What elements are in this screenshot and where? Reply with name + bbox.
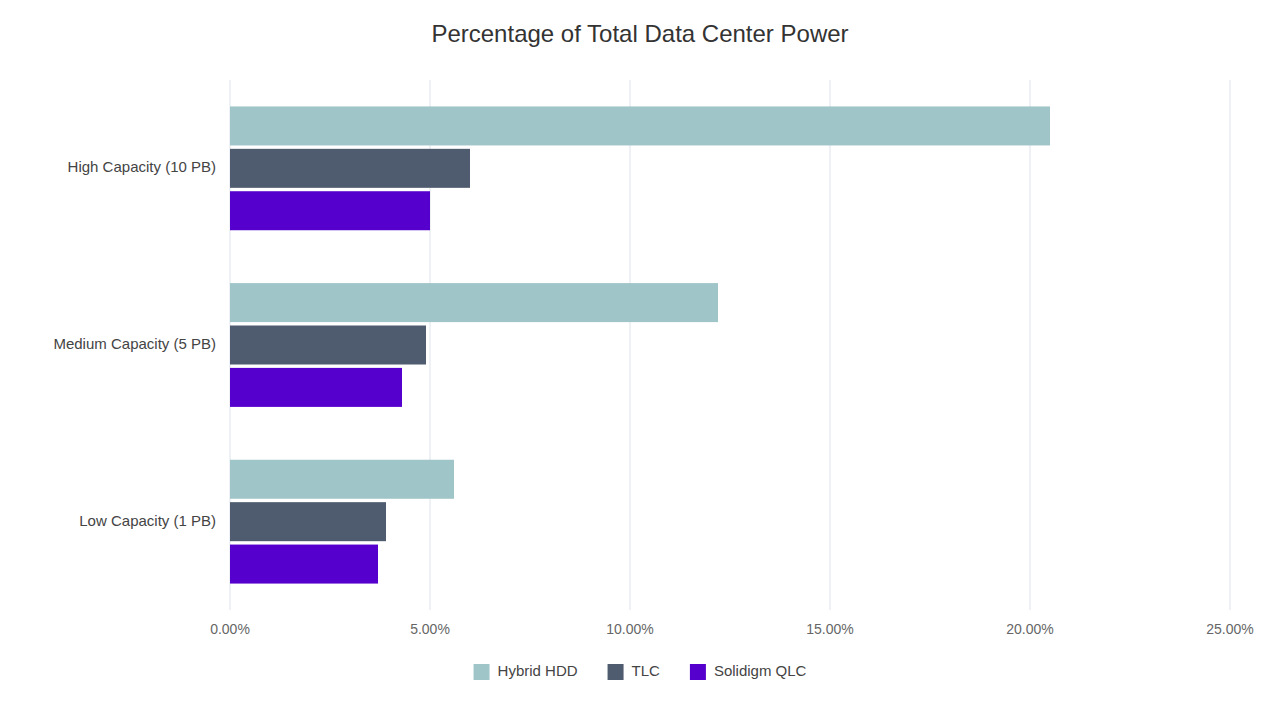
x-tick-label: 10.00% xyxy=(606,621,653,637)
x-tick-label: 25.00% xyxy=(1206,621,1253,637)
x-tick-label: 5.00% xyxy=(410,621,450,637)
chart-title: Percentage of Total Data Center Power xyxy=(431,20,848,47)
bar xyxy=(230,283,718,322)
chart-svg: Percentage of Total Data Center Power 0.0… xyxy=(0,0,1280,720)
bar xyxy=(230,149,470,188)
legend-swatch xyxy=(690,664,706,680)
legend-item: Solidigm QLC xyxy=(690,662,807,680)
bar xyxy=(230,545,378,584)
legend-label: Solidigm QLC xyxy=(714,662,807,679)
grid-line xyxy=(1230,80,1231,610)
bar xyxy=(230,460,454,499)
legend-swatch xyxy=(608,664,624,680)
category-label: Low Capacity (1 PB) xyxy=(79,512,216,529)
category-label: High Capacity (10 PB) xyxy=(68,158,216,175)
x-tick-label: 20.00% xyxy=(1006,621,1053,637)
bars xyxy=(230,106,1050,583)
legend-swatch xyxy=(474,664,490,680)
legend-item: Hybrid HDD xyxy=(474,662,578,680)
grid-line xyxy=(830,80,831,610)
legend: Hybrid HDD TLC Solidigm QLC xyxy=(474,662,807,680)
grid xyxy=(230,80,1230,610)
grid-line xyxy=(1030,80,1031,610)
category-label: Medium Capacity (5 PB) xyxy=(53,335,216,352)
x-tick-label: 0.00% xyxy=(210,621,250,637)
chart-container: Percentage of Total Data Center Power 0.0… xyxy=(0,0,1280,720)
legend-item: TLC xyxy=(608,662,661,680)
x-axis-ticks: 0.00% 5.00% 10.00% 15.00% 20.00% 25.00% xyxy=(210,621,1254,637)
bar xyxy=(230,106,1050,145)
bar xyxy=(230,191,430,230)
x-tick-label: 15.00% xyxy=(806,621,853,637)
legend-label: TLC xyxy=(632,662,661,679)
bar xyxy=(230,325,426,364)
grid-line xyxy=(630,80,631,610)
bar xyxy=(230,368,402,407)
page: {"chart_data": {"type": "bar", "orientat… xyxy=(0,0,1280,720)
legend-label: Hybrid HDD xyxy=(498,662,578,679)
y-axis-labels: High Capacity (10 PB) Medium Capacity (5 … xyxy=(53,158,216,528)
bar xyxy=(230,502,386,541)
